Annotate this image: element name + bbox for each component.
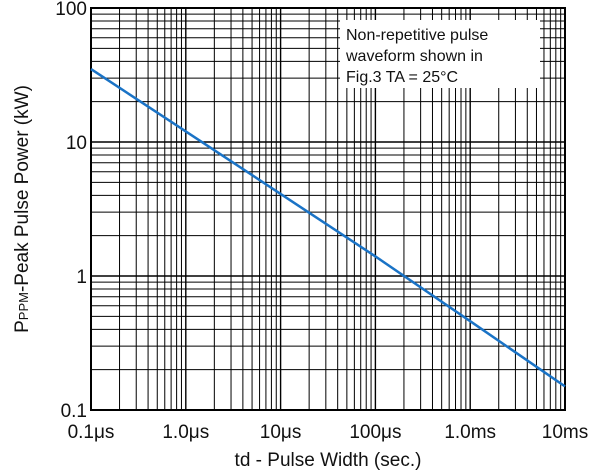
x-tick-labels: 0.1μs 1.0μs 10μs 100μs 1.0ms 10ms — [68, 422, 589, 443]
y-tick-label: 100 — [55, 0, 87, 20]
y-tick-label: 10 — [66, 133, 87, 154]
y-tick-labels: 0.1 1 10 100 — [55, 0, 87, 422]
x-tick-label: 10μs — [260, 422, 302, 443]
x-tick-label: 10ms — [542, 422, 588, 443]
plot-frame — [90, 7, 566, 411]
y-axis-title-rest: -Peak Pulse Power (kW) — [12, 85, 33, 292]
series-line-0 — [90, 68, 566, 388]
y-tick-label: 1 — [76, 267, 87, 288]
x-tick-label: 1.0μs — [162, 422, 209, 443]
y-axis-title-subscript: PPM — [16, 292, 31, 320]
y-tick-label: 0.1 — [61, 401, 87, 422]
grid-lines — [90, 8, 565, 411]
x-tick-label: 1.0ms — [444, 422, 496, 443]
x-tick-label: 0.1μs — [68, 422, 115, 443]
y-axis-title: PPPM-Peak Pulse Power (kW) — [12, 85, 33, 333]
series-layer — [90, 68, 566, 388]
annotation-background — [340, 20, 540, 88]
annotation-line-3: Fig.3 TA = 25°C — [346, 69, 458, 86]
annotation-line-1: Non-repetitive pulse — [346, 27, 488, 44]
x-tick-label: 100μs — [349, 422, 401, 443]
annotation-line-2: waveform shown in — [345, 48, 483, 65]
y-axis-title-main: P — [12, 320, 33, 333]
x-axis-title: td - Pulse Width (sec.) — [235, 450, 422, 471]
annotation-box: Non-repetitive pulse waveform shown in F… — [340, 20, 540, 88]
